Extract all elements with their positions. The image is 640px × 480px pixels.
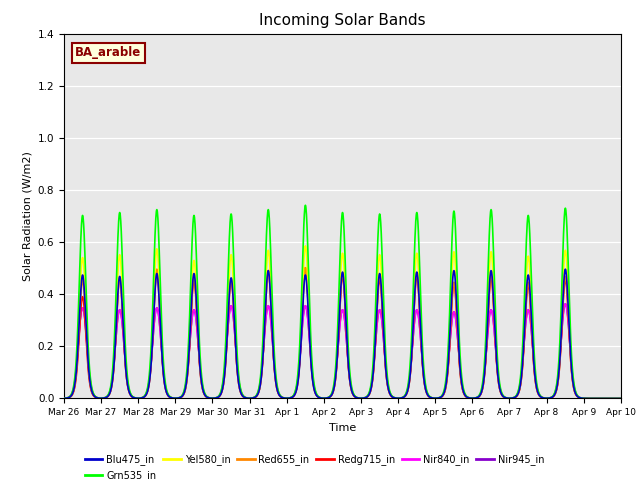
Nir945_in (568, 366, 575, 372)
Grn535_in (617, 396, 625, 401)
Line: Nir840_in: Nir840_in (64, 304, 621, 398)
Redg715_in (504, 396, 512, 401)
Red655_in (216, 394, 223, 399)
Yel580_in (216, 393, 223, 399)
Redg715_in (216, 394, 223, 399)
Nir840_in (584, 396, 591, 401)
Nir840_in (617, 396, 625, 401)
Red655_in (617, 396, 625, 401)
Blu475_in (216, 394, 223, 399)
Grn535_in (568, 357, 575, 363)
Nir840_in (358, 395, 366, 401)
Line: Redg715_in: Redg715_in (64, 268, 621, 398)
Nir945_in (216, 393, 223, 398)
Nir840_in (561, 301, 569, 307)
Redg715_in (359, 396, 367, 401)
Nir945_in (60, 396, 68, 401)
Nir840_in (60, 396, 68, 401)
Blu475_in (568, 369, 575, 375)
Nir945_in (358, 395, 366, 401)
X-axis label: Time: Time (329, 423, 356, 432)
Yel580_in (301, 243, 309, 249)
Blu475_in (561, 266, 569, 272)
Red655_in (504, 396, 512, 401)
Line: Grn535_in: Grn535_in (64, 205, 621, 398)
Grn535_in (301, 203, 309, 208)
Yel580_in (359, 395, 367, 401)
Redg715_in (617, 396, 625, 401)
Yel580_in (504, 396, 512, 401)
Blu475_in (371, 353, 378, 359)
Nir945_in (584, 396, 591, 401)
Line: Nir945_in: Nir945_in (64, 304, 621, 398)
Yel580_in (371, 342, 379, 348)
Nir840_in (371, 353, 378, 359)
Nir840_in (568, 366, 575, 372)
Line: Red655_in: Red655_in (64, 268, 621, 398)
Blu475_in (504, 396, 512, 401)
Red655_in (301, 265, 309, 271)
Yel580_in (584, 396, 591, 401)
Redg715_in (568, 372, 575, 377)
Line: Blu475_in: Blu475_in (64, 269, 621, 398)
Title: Incoming Solar Bands: Incoming Solar Bands (259, 13, 426, 28)
Grn535_in (584, 396, 591, 401)
Blu475_in (617, 396, 625, 401)
Nir945_in (561, 301, 569, 307)
Yel580_in (60, 396, 68, 401)
Blu475_in (60, 396, 68, 401)
Red655_in (584, 396, 591, 401)
Y-axis label: Solar Radiation (W/m2): Solar Radiation (W/m2) (22, 151, 32, 281)
Legend: Blu475_in, Grn535_in, Yel580_in, Red655_in, Redg715_in, Nir840_in, Nir945_in: Blu475_in, Grn535_in, Yel580_in, Red655_… (81, 451, 548, 480)
Blu475_in (584, 396, 591, 401)
Grn535_in (371, 326, 379, 332)
Redg715_in (60, 396, 68, 401)
Nir945_in (371, 353, 378, 359)
Red655_in (568, 371, 575, 377)
Blu475_in (358, 396, 366, 401)
Nir945_in (504, 395, 512, 401)
Redg715_in (301, 265, 309, 271)
Redg715_in (584, 396, 591, 401)
Nir945_in (617, 396, 625, 401)
Red655_in (371, 349, 379, 355)
Red655_in (60, 396, 68, 401)
Grn535_in (60, 396, 68, 401)
Red655_in (359, 396, 367, 401)
Yel580_in (568, 365, 575, 371)
Nir840_in (504, 395, 512, 401)
Text: BA_arable: BA_arable (75, 47, 141, 60)
Line: Yel580_in: Yel580_in (64, 246, 621, 398)
Redg715_in (371, 351, 379, 357)
Grn535_in (359, 395, 367, 401)
Yel580_in (617, 396, 625, 401)
Grn535_in (216, 393, 223, 398)
Nir840_in (216, 393, 223, 398)
Grn535_in (504, 395, 512, 401)
